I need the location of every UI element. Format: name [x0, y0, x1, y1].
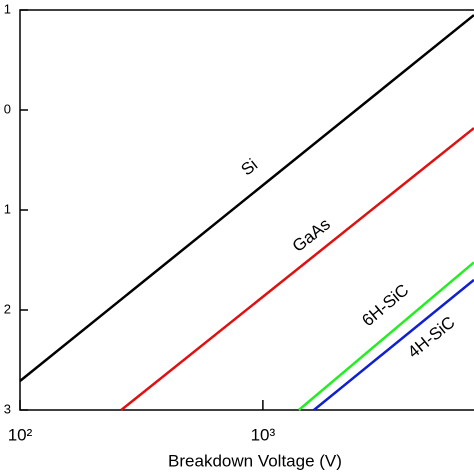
- x-tick-label: 10³: [251, 425, 276, 444]
- x-axis-title: Breakdown Voltage (V): [168, 451, 342, 470]
- y-tick-label: 3: [4, 401, 11, 416]
- x-tick-label: 10²: [8, 425, 33, 444]
- y-tick-label: 1: [4, 201, 11, 216]
- y-tick-label: 1: [4, 1, 11, 16]
- series-line: [120, 127, 474, 411]
- series-line: [298, 261, 474, 411]
- series-label: GaAs: [289, 215, 334, 256]
- series-line: [313, 278, 474, 411]
- series-line: [19, 14, 474, 382]
- y-tick-label: 2: [4, 301, 11, 316]
- y-tick-label: 0: [4, 101, 11, 116]
- series-label: Si: [238, 155, 262, 179]
- series-label: 4H-SiC: [404, 313, 459, 362]
